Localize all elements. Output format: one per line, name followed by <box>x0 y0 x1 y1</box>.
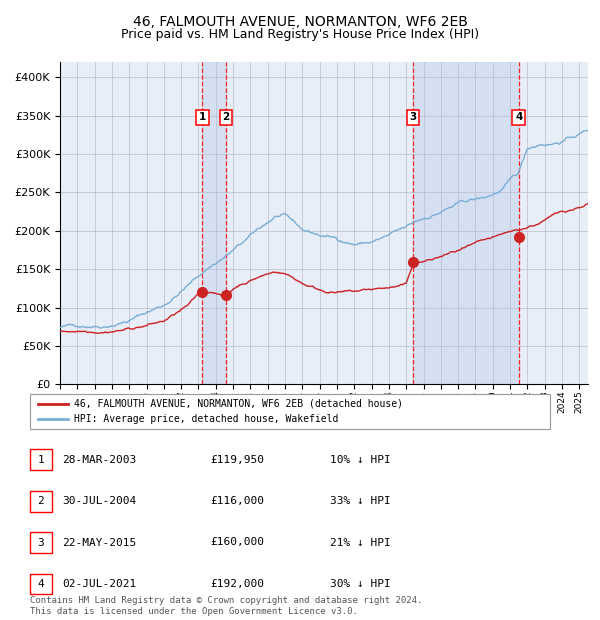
Text: 4: 4 <box>38 579 44 589</box>
Text: 46, FALMOUTH AVENUE, NORMANTON, WF6 2EB (detached house): 46, FALMOUTH AVENUE, NORMANTON, WF6 2EB … <box>74 399 403 409</box>
Bar <box>30 450 52 470</box>
Text: 28-MAR-2003: 28-MAR-2003 <box>62 455 136 465</box>
Text: 1: 1 <box>199 112 206 122</box>
Text: 10% ↓ HPI: 10% ↓ HPI <box>330 455 391 465</box>
Text: £160,000: £160,000 <box>210 538 264 547</box>
Text: 30% ↓ HPI: 30% ↓ HPI <box>330 579 391 589</box>
Text: 3: 3 <box>38 538 44 547</box>
Text: 4: 4 <box>515 112 523 122</box>
Bar <box>413 62 519 384</box>
Text: 2: 2 <box>222 112 229 122</box>
Text: £116,000: £116,000 <box>210 496 264 506</box>
Text: 3: 3 <box>409 112 416 122</box>
Text: 2: 2 <box>38 496 44 506</box>
Text: HPI: Average price, detached house, Wakefield: HPI: Average price, detached house, Wake… <box>74 414 338 424</box>
Text: £192,000: £192,000 <box>210 579 264 589</box>
Bar <box>30 574 52 594</box>
Bar <box>202 62 226 384</box>
Text: £119,950: £119,950 <box>210 455 264 465</box>
Text: 21% ↓ HPI: 21% ↓ HPI <box>330 538 391 547</box>
Text: 46, FALMOUTH AVENUE, NORMANTON, WF6 2EB: 46, FALMOUTH AVENUE, NORMANTON, WF6 2EB <box>133 16 467 30</box>
Text: 02-JUL-2021: 02-JUL-2021 <box>62 579 136 589</box>
Bar <box>30 491 52 512</box>
Text: 33% ↓ HPI: 33% ↓ HPI <box>330 496 391 506</box>
Bar <box>30 394 550 429</box>
Text: 30-JUL-2004: 30-JUL-2004 <box>62 496 136 506</box>
Text: Price paid vs. HM Land Registry's House Price Index (HPI): Price paid vs. HM Land Registry's House … <box>121 28 479 41</box>
Text: 1: 1 <box>38 455 44 465</box>
Text: 22-MAY-2015: 22-MAY-2015 <box>62 538 136 547</box>
Bar <box>30 532 52 553</box>
Text: Contains HM Land Registry data © Crown copyright and database right 2024.
This d: Contains HM Land Registry data © Crown c… <box>30 596 422 616</box>
